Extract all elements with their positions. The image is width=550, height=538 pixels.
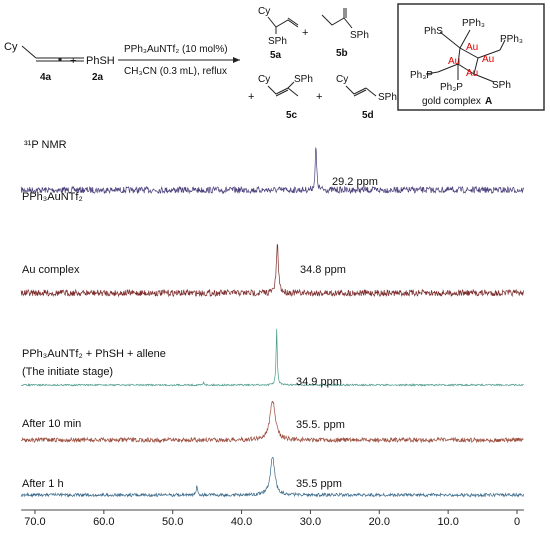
spectrum-label: PPh₃AuNTf₂ + PhSH + allene (22, 348, 166, 360)
condition: CH₃CN (0.3 mL), reflux (124, 66, 227, 77)
spectrum (20, 328, 524, 387)
x-tick-label: 20.0 (369, 516, 390, 528)
plus: + (248, 91, 254, 103)
metal: Au (466, 42, 478, 53)
spectrum-label: After 1 h (22, 478, 64, 490)
bonds (425, 29, 506, 83)
x-tick-label: 0 (514, 516, 520, 528)
x-tick-label: 40.0 (231, 516, 252, 528)
spectrum (20, 243, 525, 298)
compound-label: 2a (92, 72, 104, 83)
group: SPh (350, 30, 369, 41)
peak-label: 34.8 ppm (300, 264, 346, 276)
nmr-plot: 70.0 60.0 50.0 40.0 30.0 20.0 10.0 0 PPh₃AuNTf₂ 2… (20, 147, 525, 528)
x-tick-label: 60.0 (93, 516, 114, 528)
plus: + (302, 27, 308, 39)
compound-label: 5b (336, 48, 348, 59)
group: SPh (294, 74, 313, 85)
spectrum (20, 147, 525, 195)
spectrum-label: After 10 min (22, 418, 81, 430)
bonds (267, 81, 299, 97)
group: Cy (336, 74, 348, 85)
peak-label: 34.9 ppm (296, 376, 342, 388)
caption-letter: A (485, 96, 492, 107)
x-tick-label: 10.0 (437, 516, 458, 528)
ligand: PPh₃ (462, 18, 485, 29)
group: SPh (378, 92, 397, 103)
reaction-scheme: Cy 4a + PhSH 2a PPh₃AuNTf₂ (10 mol%) CH₃… (4, 6, 397, 121)
complex-box: PhS PPh₃ PPh₃ Ph₃P Ph₃P SPh Au Au Au Au … (397, 3, 545, 111)
plus: + (316, 91, 322, 103)
spectrum-note: (The initiate stage) (22, 366, 113, 378)
compound-label: 5a (270, 50, 282, 61)
group: Cy (258, 6, 270, 17)
ligand: SPh (492, 80, 511, 91)
metal: Au (466, 68, 478, 79)
x-tick-label: 30.0 (300, 516, 321, 528)
allene-center (58, 57, 62, 62)
arrow-head (233, 57, 240, 63)
peak-label: 35.5. ppm (296, 419, 345, 431)
peak-label: 35.5 ppm (296, 478, 342, 490)
metal: Au (482, 54, 494, 65)
compound-label: 5d (362, 110, 374, 121)
spectrum (20, 400, 524, 444)
spectrum-label: Au complex (22, 264, 80, 276)
bonds (267, 16, 299, 34)
condition: PPh₃AuNTf₂ (10 mol%) (124, 44, 228, 55)
box (397, 3, 545, 111)
compound-label: 4a (40, 72, 52, 83)
reagent: PhSH (86, 55, 115, 67)
allene-bonds (21, 45, 84, 62)
ligand: PPh₃ (500, 34, 523, 45)
bonds (345, 85, 377, 97)
ligand: Ph₃P (440, 82, 463, 93)
bonds (321, 8, 353, 29)
x-tick-label: 70.0 (24, 516, 45, 528)
plus: + (70, 55, 76, 67)
caption: gold complex (422, 96, 481, 107)
group: Cy (258, 74, 270, 85)
ligand: PhS (424, 26, 443, 37)
group: SPh (268, 36, 287, 47)
peak-label: 29.2 ppm (332, 176, 378, 188)
ligand: Ph₃P (410, 70, 433, 81)
x-tick-label: 50.0 (162, 516, 183, 528)
compound-label: 5c (286, 110, 298, 121)
spectrum (20, 456, 525, 498)
metal: Au (448, 56, 460, 67)
group: Cy (4, 41, 18, 53)
nmr-title: ³¹P NMR (24, 139, 67, 151)
spectrum-label: PPh₃AuNTf₂ (22, 191, 83, 203)
